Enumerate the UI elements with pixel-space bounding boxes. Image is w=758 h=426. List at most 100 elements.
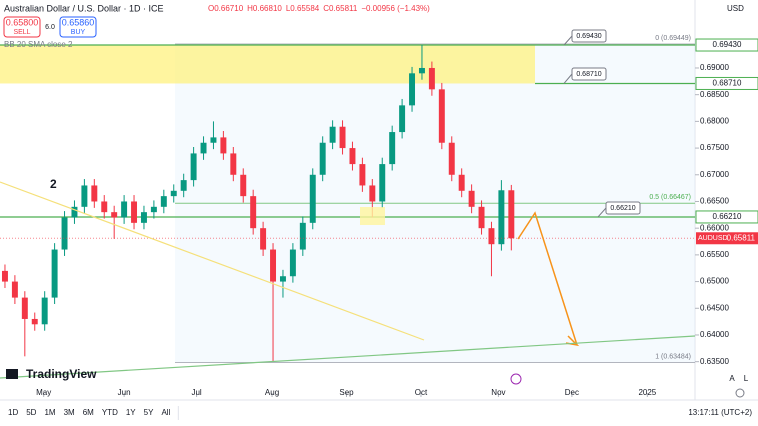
x-tick-label: Nov (491, 388, 505, 397)
candle-body (250, 196, 257, 229)
candle-body (289, 249, 296, 277)
candle-body (11, 281, 18, 298)
candle-body (160, 196, 167, 207)
sell-button[interactable] (3, 16, 41, 38)
fib-label: 0.5 (0.66467) (649, 194, 691, 201)
trend-line (0, 181, 425, 341)
range-button[interactable]: 1Y (126, 408, 136, 417)
candle-body (418, 67, 425, 74)
range-button[interactable]: 6M (83, 408, 94, 417)
range-button[interactable]: All (161, 408, 170, 417)
level-box-label: 0.66210 (610, 205, 635, 212)
level-callout (563, 35, 573, 46)
candle-body (170, 190, 177, 197)
ohlc-value: O0.66710 (208, 4, 244, 13)
level-axis-tag (695, 76, 758, 90)
level-axis-tag (695, 210, 758, 224)
candle-body (319, 142, 326, 175)
candle-body (478, 206, 485, 229)
candle-body (438, 89, 445, 143)
candle-body (369, 185, 376, 202)
candle-body (458, 174, 465, 191)
logo: TradingView (26, 367, 97, 381)
candle-body (150, 206, 157, 213)
chart-title: Australian Dollar / U.S. Dollar · 1D · I… (4, 3, 164, 13)
scale-button[interactable]: L (744, 374, 749, 383)
settings-icon[interactable] (735, 388, 745, 398)
x-tick-label: 2025 (638, 388, 656, 397)
candle-body (101, 201, 108, 213)
y-tick-label: 0.67000 (700, 170, 729, 179)
level-box (571, 67, 607, 81)
event-icon[interactable] (510, 373, 522, 385)
buy-button[interactable] (59, 16, 97, 38)
x-tick-label: May (36, 388, 51, 397)
candle-body (260, 228, 267, 250)
candle-body (508, 190, 515, 239)
range-button[interactable]: 5D (26, 408, 36, 417)
range-button[interactable]: 5Y (144, 408, 154, 417)
x-tick-label: Aug (265, 388, 279, 397)
candle-body (279, 276, 286, 282)
candle-body (498, 190, 505, 245)
candle-body (270, 249, 277, 282)
level-box-label: 0.69430 (576, 33, 601, 40)
candle-body (359, 164, 366, 186)
y-tick-label: 0.66000 (700, 223, 729, 232)
y-tick-label: 0.66500 (700, 197, 729, 206)
trend-line (0, 335, 696, 379)
range-button[interactable]: 1M (44, 408, 55, 417)
fib-label: 0 (0.69449) (655, 35, 691, 42)
level-axis-label: 0.68710 (713, 79, 742, 88)
plot-area (0, 43, 695, 364)
candle-body (190, 153, 197, 181)
candle-body (61, 217, 68, 250)
level-box-label: 0.68710 (576, 71, 601, 78)
level-axis-label: 0.69430 (713, 40, 742, 49)
level-callout (563, 73, 573, 84)
y-tick-label: 0.63500 (700, 357, 729, 366)
candle-body (240, 174, 247, 197)
candle-body (131, 201, 138, 223)
candle-body (468, 190, 475, 207)
spread: 6.0 (45, 24, 55, 31)
level-callout (597, 207, 607, 218)
candle-body (448, 142, 455, 175)
x-tick-label: Jul (191, 388, 201, 397)
candle-body (180, 180, 187, 191)
candle-body (389, 132, 396, 165)
projection-arrow (517, 211, 578, 346)
y-tick-label: 0.65500 (700, 250, 729, 259)
ohlc-value: −0.00956 (−1.43%) (361, 4, 430, 13)
level-axis-label: 0.66210 (713, 212, 742, 221)
candle-body (1, 270, 8, 282)
ohlc-value: L0.65584 (286, 4, 320, 13)
ohlc-value: H0.66810 (247, 4, 282, 13)
candle-body (121, 201, 128, 218)
highlight-box (360, 207, 385, 225)
candle-body (220, 137, 227, 154)
candle-body (210, 137, 217, 143)
scale-button[interactable]: A (729, 374, 735, 383)
candle-body (21, 297, 28, 319)
candle-body (409, 73, 416, 106)
series-name: AUDUSD (698, 235, 728, 242)
y-tick-label: 0.67500 (700, 143, 729, 152)
sell-price: 0.65800 (6, 17, 39, 27)
candle-body (71, 206, 78, 218)
candle-body (81, 185, 88, 207)
candle-body (309, 174, 316, 223)
fib-label: 1 (0.63484) (655, 353, 691, 360)
indicator-label: BB 20 SMA close 2 (4, 40, 73, 49)
candle-body (31, 318, 38, 325)
range-button[interactable]: 1D (8, 408, 18, 417)
last-price-tag (696, 232, 758, 245)
range-button[interactable]: YTD (102, 408, 118, 417)
candle-body (51, 249, 58, 298)
range-button[interactable]: 3M (64, 408, 75, 417)
candle-body (299, 222, 306, 250)
level-box (571, 29, 607, 43)
x-tick-label: Sep (339, 388, 354, 397)
clock: 13:17:11 (UTC+2) (688, 408, 752, 417)
